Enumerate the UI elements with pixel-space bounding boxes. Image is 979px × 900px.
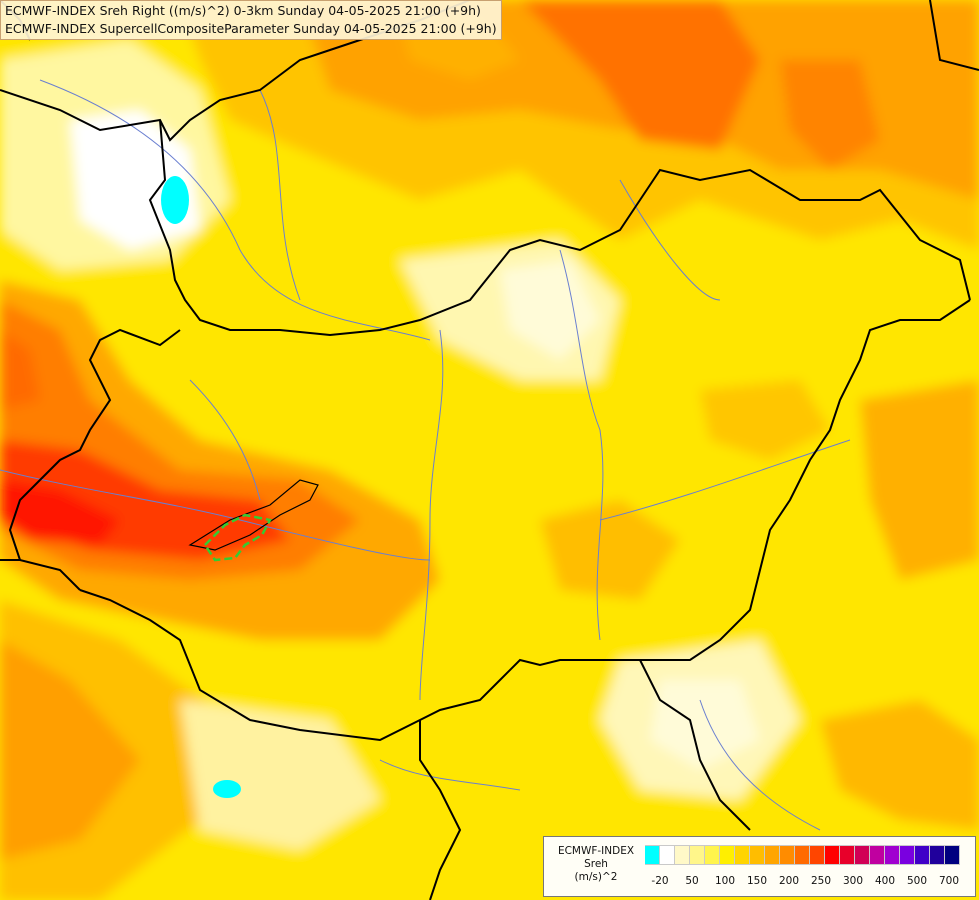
legend-swatch [720,845,735,865]
legend-swatch [900,845,915,865]
legend-swatch [870,845,885,865]
legend-swatch [765,845,780,865]
lake-balaton-outline [188,479,319,551]
legend-tick-label: 400 [874,875,896,887]
legend-swatch [705,845,720,865]
legend-swatch [840,845,855,865]
legend-swatch [735,845,750,865]
legend-title: ECMWF-INDEX Sreh (m/s)^2 [548,845,644,884]
legend-tick-label: -20 [651,875,669,887]
cyan-spot-north [161,176,189,224]
legend-swatch [660,845,675,865]
legend-title-unit: (m/s)^2 [574,871,618,883]
legend-swatch [750,845,765,865]
legend-title-variable: Sreh [584,858,608,870]
legend-swatch [930,845,945,865]
legend-swatch [810,845,825,865]
legend-tick-label: 200 [778,875,800,887]
legend-swatch [825,845,840,865]
legend-swatch [855,845,870,865]
color-legend: ECMWF-INDEX Sreh (m/s)^2 -20 50 100 150 200 2… [543,836,976,897]
legend-swatch [945,845,960,865]
legend-swatches [645,845,960,865]
legend-swatch [780,845,795,865]
legend-swatch [885,845,900,865]
legend-tick-label: 100 [714,875,736,887]
legend-tick-label: 250 [810,875,832,887]
map-title-line-1: ECMWF-INDEX Sreh Right ((m/s)^2) 0-3km S… [5,3,481,18]
legend-tick-label: 500 [906,875,928,887]
legend-tick-label: 700 [938,875,960,887]
map-title-line-2: ECMWF-INDEX SupercellCompositeParameter … [5,21,497,36]
legend-swatch [645,845,660,865]
legend-swatch [915,845,930,865]
cyan-spot-south [213,780,241,798]
legend-swatch [690,845,705,865]
legend-title-source: ECMWF-INDEX [557,845,635,857]
legend-tick-label: 150 [746,875,768,887]
map-title-box: ECMWF-INDEX Sreh Right ((m/s)^2) 0-3km S… [0,0,502,40]
legend-swatch [795,845,810,865]
legend-swatch [675,845,690,865]
legend-tick-label: 300 [842,875,864,887]
legend-tick-label: 50 [685,875,699,887]
